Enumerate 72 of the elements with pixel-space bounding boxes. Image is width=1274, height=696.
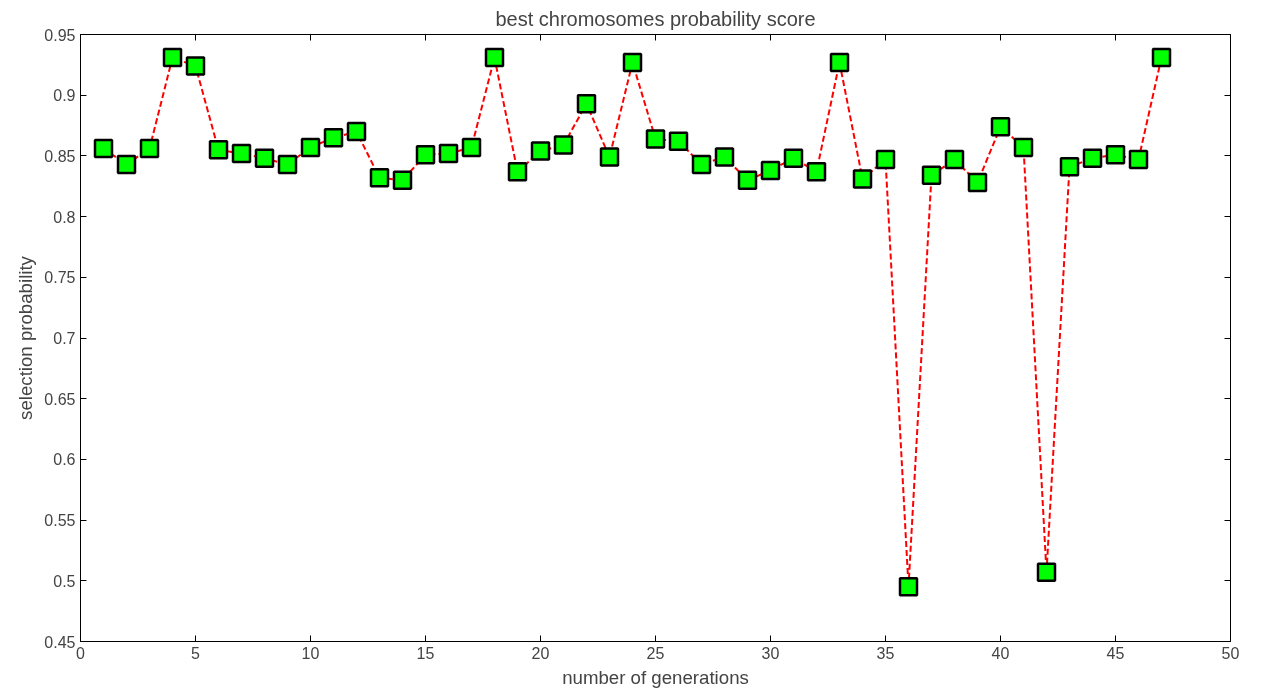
point bbox=[645, 129, 666, 149]
point bbox=[530, 141, 551, 161]
point bbox=[346, 121, 367, 142]
y-tick-label: 0.85 bbox=[44, 147, 76, 165]
point bbox=[484, 47, 505, 68]
chart-title: best chromosomes probability score bbox=[495, 7, 816, 30]
x-tick-label: 0 bbox=[76, 644, 86, 662]
point bbox=[829, 52, 850, 73]
point bbox=[806, 161, 827, 182]
x-tick-label: 35 bbox=[876, 644, 895, 662]
x-tick-label: 25 bbox=[646, 644, 665, 662]
y-tick-label: 0.75 bbox=[44, 269, 76, 287]
point bbox=[208, 140, 229, 160]
point bbox=[576, 93, 597, 114]
x-tick-label: 30 bbox=[761, 644, 780, 662]
x-tick-label: 20 bbox=[531, 644, 550, 662]
point bbox=[93, 138, 114, 159]
point bbox=[599, 147, 620, 167]
point bbox=[507, 161, 528, 182]
point bbox=[737, 170, 758, 190]
y-tick-label: 0.6 bbox=[53, 451, 76, 469]
point bbox=[438, 143, 459, 164]
point bbox=[185, 56, 206, 76]
x-tick-label: 5 bbox=[191, 644, 201, 662]
point bbox=[691, 154, 712, 175]
point bbox=[1105, 144, 1126, 165]
y-tick-label: 0.45 bbox=[44, 633, 76, 651]
y-axis-title: selection probability bbox=[15, 255, 37, 420]
point bbox=[1151, 47, 1172, 68]
y-tick-label: 0.5 bbox=[53, 572, 76, 590]
y-tick-label: 0.95 bbox=[44, 26, 76, 44]
point bbox=[231, 143, 252, 164]
point bbox=[1059, 157, 1080, 177]
point bbox=[668, 131, 689, 152]
point bbox=[1082, 148, 1103, 169]
point bbox=[254, 148, 275, 169]
point bbox=[875, 149, 896, 170]
point bbox=[898, 577, 919, 597]
y-tick-label: 0.65 bbox=[44, 390, 76, 408]
point bbox=[1013, 137, 1034, 158]
point bbox=[139, 138, 160, 159]
y-tick-label: 0.55 bbox=[44, 512, 76, 530]
y-tick-label: 0.8 bbox=[53, 208, 76, 226]
x-tick-label: 15 bbox=[416, 644, 435, 662]
point bbox=[760, 160, 781, 181]
point bbox=[369, 168, 390, 188]
point bbox=[392, 170, 413, 190]
point bbox=[415, 144, 436, 165]
x-axis-title: number of generations bbox=[562, 666, 749, 688]
point bbox=[1036, 562, 1057, 583]
x-tick-label: 40 bbox=[991, 644, 1010, 662]
point bbox=[921, 165, 942, 186]
y-tick-label: 0.7 bbox=[53, 330, 76, 347]
x-tick-label: 50 bbox=[1221, 644, 1240, 662]
point bbox=[852, 169, 873, 189]
point bbox=[300, 137, 321, 158]
point bbox=[116, 154, 137, 175]
point bbox=[967, 172, 988, 193]
y-tick-label: 0.9 bbox=[53, 87, 76, 105]
point bbox=[277, 154, 298, 175]
x-tick-label: 45 bbox=[1106, 644, 1125, 662]
point bbox=[622, 52, 643, 73]
point bbox=[944, 149, 965, 170]
point bbox=[714, 147, 735, 167]
point bbox=[323, 127, 344, 148]
x-tick-label: 10 bbox=[301, 644, 320, 662]
point bbox=[783, 148, 804, 169]
point bbox=[162, 47, 183, 68]
point bbox=[990, 117, 1011, 137]
point bbox=[461, 137, 482, 158]
point bbox=[1128, 149, 1149, 170]
point bbox=[553, 135, 574, 155]
